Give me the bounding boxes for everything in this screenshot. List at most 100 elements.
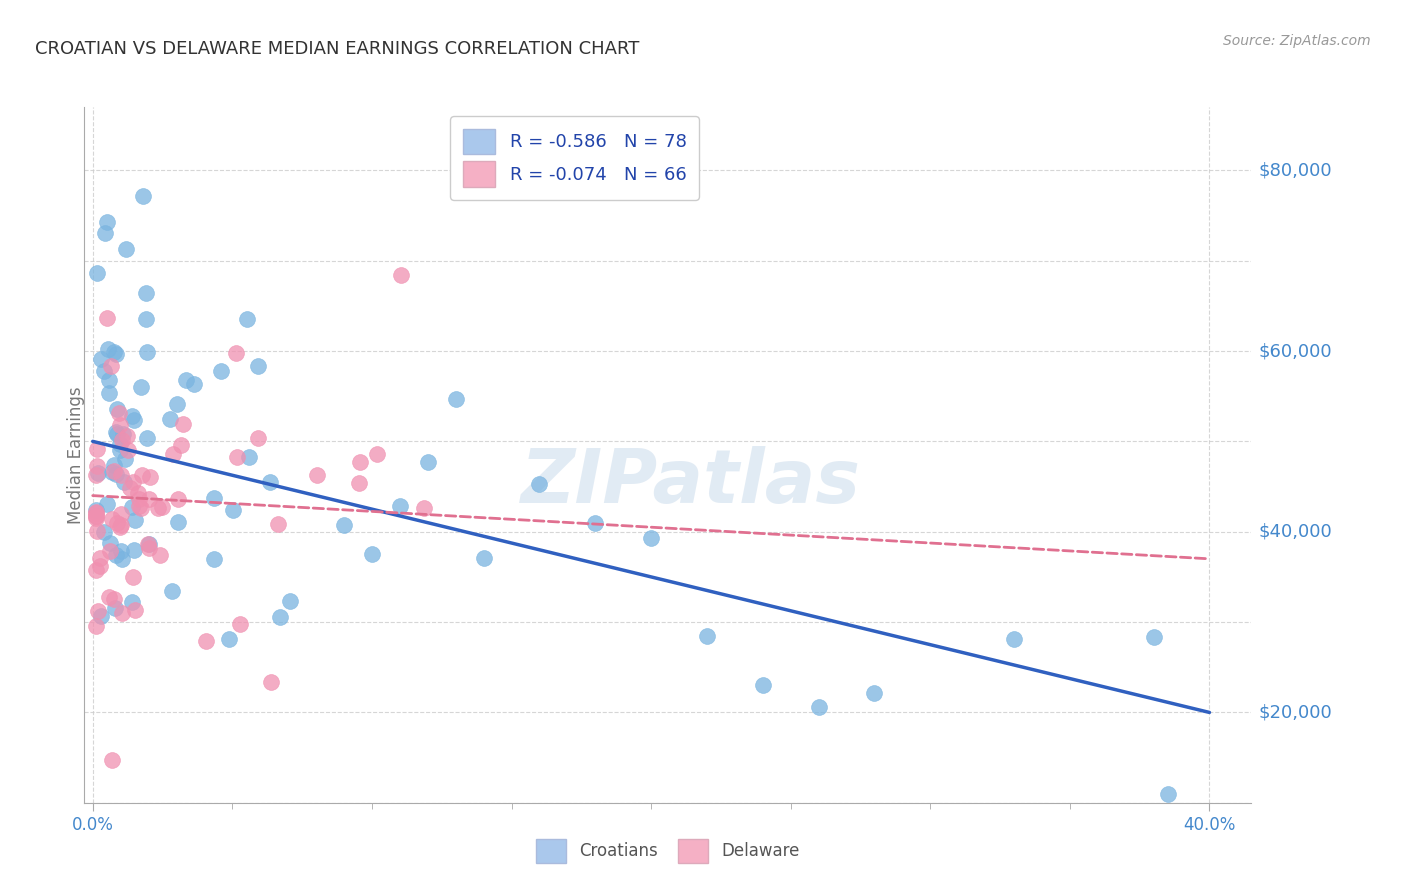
- Point: [108, 406, 131, 420]
- Point: [529, 476, 551, 491]
- Point: [148, 500, 170, 515]
- Point: [110, 417, 132, 432]
- Legend: Croatians, Delaware: Croatians, Delaware: [527, 830, 808, 871]
- Point: [97, 591, 120, 605]
- Point: [98, 544, 121, 558]
- Point: [105, 426, 128, 441]
- Point: [86, 442, 108, 456]
- Point: [89, 559, 111, 574]
- Point: [167, 491, 190, 506]
- Point: [172, 417, 194, 431]
- Point: [162, 447, 184, 461]
- Point: [114, 475, 136, 489]
- Point: [105, 346, 128, 360]
- Point: [122, 413, 145, 427]
- Point: [138, 491, 160, 506]
- Point: [128, 499, 150, 513]
- Point: [202, 491, 225, 505]
- Point: [111, 434, 134, 448]
- Point: [259, 475, 281, 489]
- Point: [135, 345, 157, 359]
- Point: [349, 454, 371, 468]
- Point: [86, 524, 108, 538]
- Point: [94, 226, 117, 240]
- Point: [105, 467, 128, 482]
- Point: [413, 500, 436, 515]
- Point: [160, 584, 183, 599]
- Point: [98, 373, 121, 387]
- Point: [105, 402, 128, 417]
- Point: [267, 516, 290, 531]
- Point: [103, 345, 125, 359]
- Point: [110, 508, 132, 522]
- Point: [150, 500, 173, 514]
- Point: [129, 500, 152, 515]
- Point: [96, 310, 118, 325]
- Point: [222, 503, 245, 517]
- Point: [98, 536, 121, 550]
- Point: [269, 610, 291, 624]
- Point: [100, 465, 122, 479]
- Point: [135, 286, 157, 301]
- Point: [176, 373, 198, 387]
- Point: [416, 455, 439, 469]
- Point: [103, 464, 125, 478]
- Point: [104, 600, 127, 615]
- Point: [104, 548, 127, 562]
- Point: [170, 438, 193, 452]
- Point: [226, 450, 249, 464]
- Point: [128, 492, 150, 507]
- Text: ZIPatlas: ZIPatlas: [522, 446, 862, 519]
- Point: [247, 431, 270, 445]
- Point: [229, 617, 252, 632]
- Point: [84, 508, 107, 523]
- Point: [124, 543, 146, 558]
- Point: [100, 359, 122, 373]
- Point: [105, 516, 128, 530]
- Point: [86, 468, 108, 483]
- Point: [138, 541, 160, 555]
- Point: [87, 467, 110, 481]
- Point: [247, 359, 270, 374]
- Point: [209, 364, 232, 378]
- Point: [84, 563, 107, 577]
- Point: [110, 443, 132, 458]
- Text: Source: ZipAtlas.com: Source: ZipAtlas.com: [1223, 34, 1371, 48]
- Point: [87, 604, 110, 618]
- Point: [236, 312, 259, 326]
- Point: [388, 499, 411, 513]
- Point: [111, 606, 134, 620]
- Point: [124, 603, 146, 617]
- Point: [444, 392, 467, 406]
- Point: [583, 516, 606, 530]
- Point: [225, 346, 247, 360]
- Point: [807, 700, 830, 714]
- Point: [90, 351, 112, 366]
- Point: [136, 537, 159, 551]
- Point: [84, 505, 107, 519]
- Point: [84, 502, 107, 516]
- Point: [138, 537, 160, 551]
- Point: [84, 619, 107, 633]
- Text: $80,000: $80,000: [1258, 161, 1331, 179]
- Point: [118, 481, 141, 495]
- Point: [1002, 632, 1025, 646]
- Point: [863, 685, 886, 699]
- Point: [115, 429, 138, 443]
- Point: [103, 458, 125, 473]
- Point: [86, 266, 108, 280]
- Point: [640, 532, 662, 546]
- Point: [361, 547, 384, 561]
- Point: [121, 475, 143, 490]
- Point: [96, 498, 118, 512]
- Point: [333, 517, 356, 532]
- Point: [115, 243, 138, 257]
- Point: [135, 312, 157, 326]
- Point: [183, 376, 205, 391]
- Point: [696, 629, 718, 643]
- Point: [259, 675, 281, 690]
- Point: [752, 678, 775, 692]
- Point: [108, 520, 131, 534]
- Point: [97, 343, 120, 357]
- Point: [238, 450, 260, 464]
